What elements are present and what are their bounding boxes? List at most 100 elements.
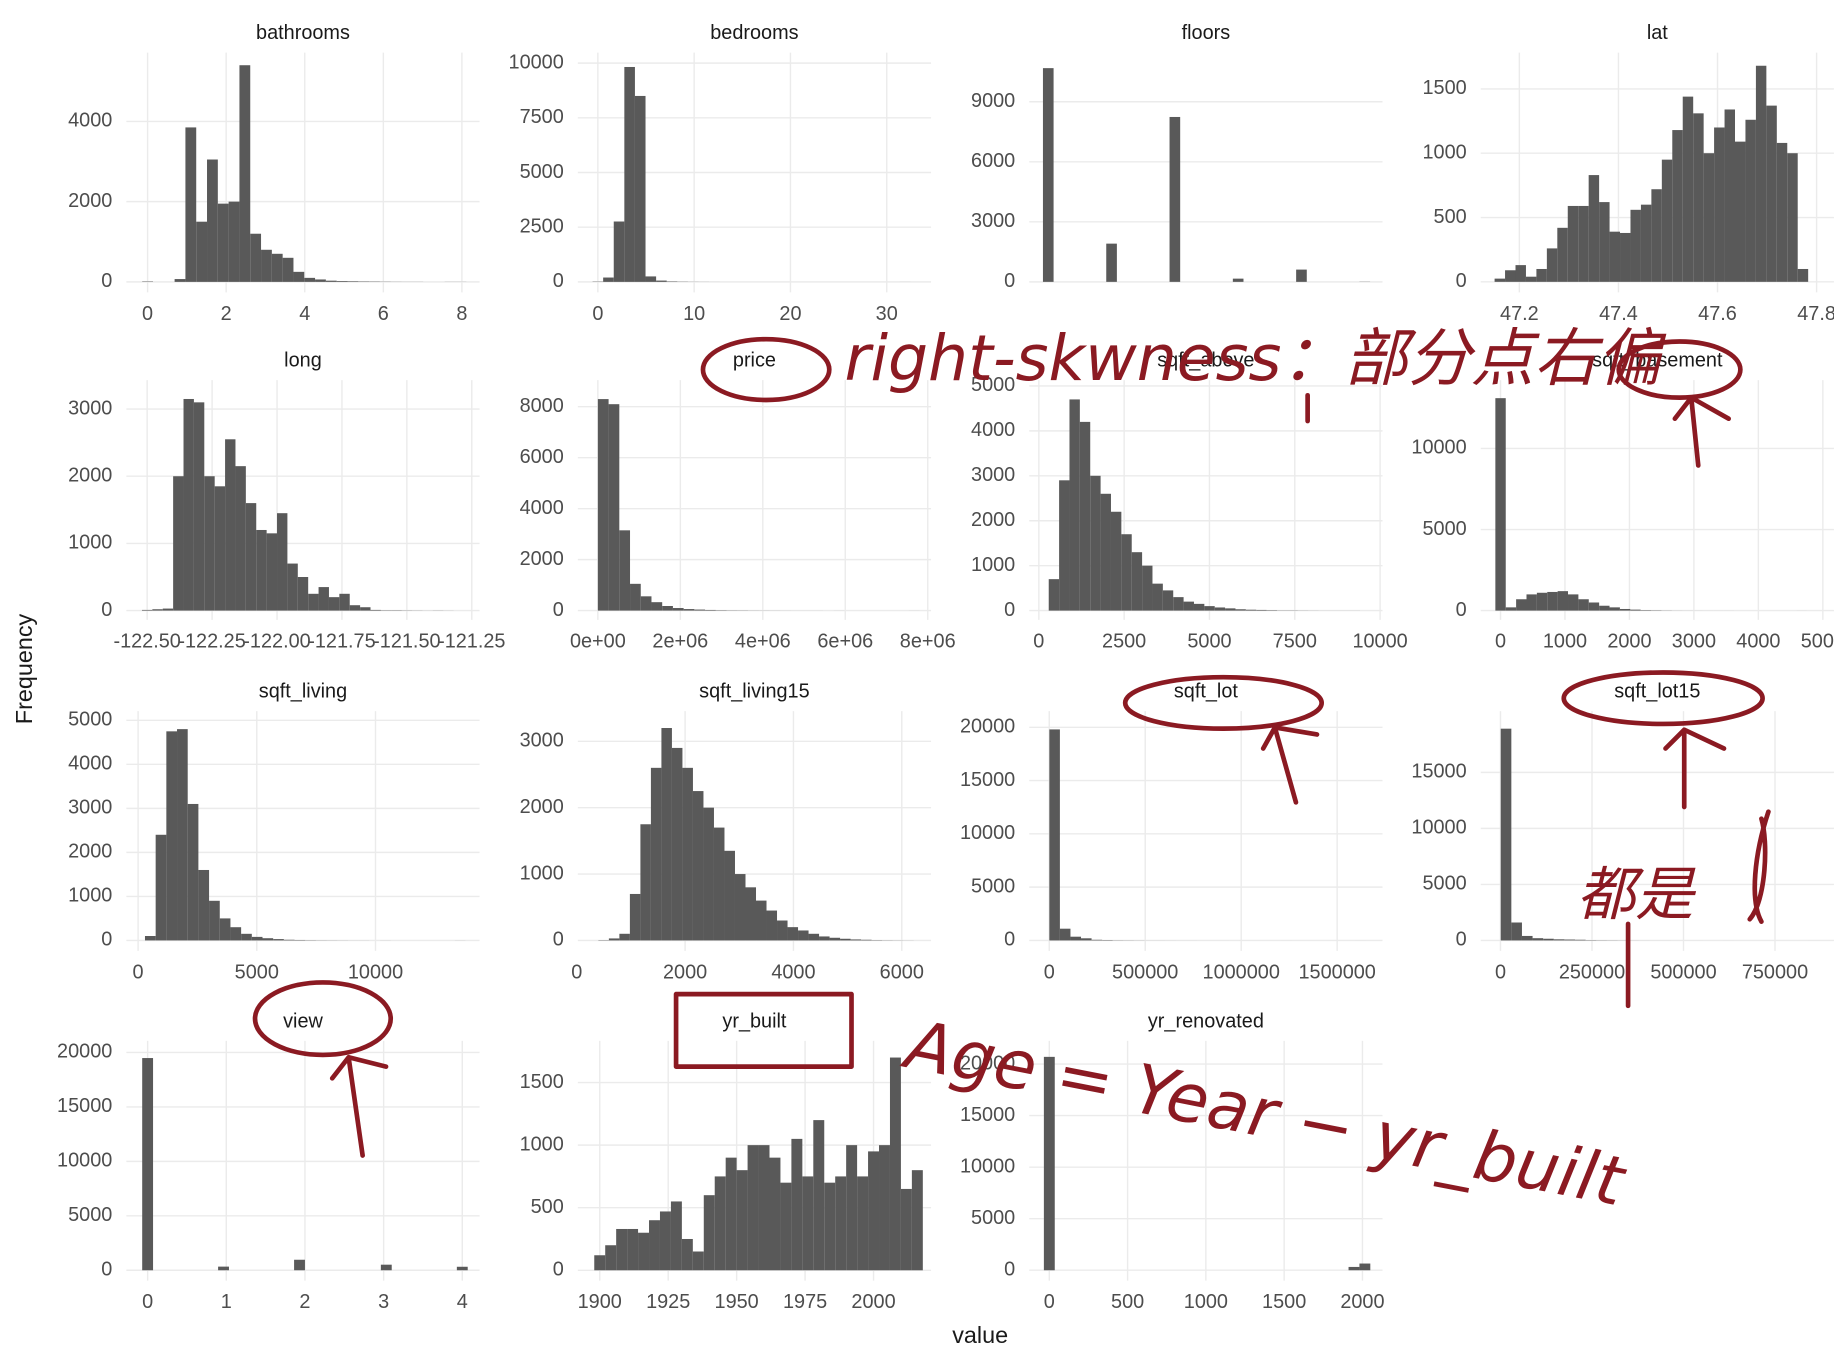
bar (209, 900, 220, 941)
bar (1214, 607, 1226, 611)
bar (889, 1057, 901, 1271)
bar (777, 920, 788, 941)
bar (713, 827, 725, 941)
bar (262, 938, 274, 941)
x-tick-label: 500000 (1650, 961, 1716, 983)
y-tick-label: 4000 (68, 110, 112, 132)
bar (1599, 605, 1610, 611)
bar (681, 1238, 693, 1271)
bar (672, 608, 684, 611)
bar (747, 1145, 759, 1271)
bar (900, 1188, 912, 1271)
y-tick-label: 0 (101, 599, 112, 621)
bar (174, 279, 186, 282)
x-tick-label: 0e+00 (570, 630, 626, 652)
ink-arrow (329, 1054, 389, 1158)
x-tick-label: 5000 (235, 961, 279, 983)
y-tick-label: 3000 (68, 397, 112, 419)
bar (1714, 127, 1725, 282)
bar (1735, 141, 1746, 282)
bar (1505, 270, 1516, 282)
bar (183, 398, 194, 611)
bar (769, 1157, 781, 1271)
y-tick-label: 6000 (520, 446, 564, 468)
bar (1183, 601, 1194, 611)
strip-title: sqft_above (1157, 350, 1254, 372)
bar (1049, 729, 1060, 941)
bar (239, 65, 251, 282)
y-tick-label: 3000 (68, 797, 112, 819)
facet: sqft_above 0 1000 2000 3000 4000 5000 0 2500 5000… (971, 350, 1408, 653)
bar (1059, 928, 1071, 941)
y-tick-label: 15000 (1411, 761, 1466, 783)
bar (142, 1058, 154, 1271)
bar (671, 747, 683, 941)
bar (745, 887, 757, 941)
x-tick-label: 6e+06 (817, 630, 873, 652)
x-tick-label: 4000 (1736, 630, 1780, 652)
bar (756, 900, 767, 941)
bar (1245, 609, 1257, 611)
bar (714, 1176, 726, 1271)
bar (277, 513, 288, 611)
facet: sqft_living 0 1000 2000 3000 4000 5000 0 5000 100… (68, 681, 480, 983)
bar (861, 939, 872, 941)
y-tick-label: 10000 (960, 822, 1015, 844)
bar (347, 281, 359, 282)
bar (634, 95, 646, 282)
bar (1232, 278, 1244, 282)
bar (1651, 189, 1662, 282)
x-tick-label: 4e+06 (735, 630, 791, 652)
x-tick-label: 47.8 (1797, 303, 1834, 325)
bar (1557, 591, 1569, 611)
bar (692, 1251, 704, 1271)
bar (683, 609, 695, 611)
ink-circle (1122, 674, 1325, 731)
bar (1661, 159, 1673, 282)
y-tick-label: 15000 (960, 1104, 1015, 1126)
bar (1515, 265, 1526, 282)
x-tick-label: 2500 (1102, 630, 1146, 652)
facet: sqft_lot15 0 5000 10000 15000 0 250000 500000 75… (1411, 681, 1834, 983)
bar (217, 203, 229, 282)
x-tick-label: 1925 (646, 1291, 690, 1313)
y-tick-label: 2000 (520, 796, 564, 818)
y-tick-label: 500 (531, 1196, 564, 1218)
y-tick-label: 10000 (1411, 437, 1466, 459)
bar (304, 277, 316, 282)
y-tick-label: 0 (1004, 1258, 1015, 1280)
bar (1162, 590, 1174, 611)
bar (791, 1138, 803, 1271)
y-tick-label: 2000 (68, 190, 112, 212)
bar (758, 1145, 770, 1271)
bar (251, 936, 263, 941)
x-tick-label: 8e+06 (900, 630, 956, 652)
y-tick-label: 5000 (1422, 873, 1466, 895)
bar (651, 602, 663, 611)
x-tick-label: -122.00 (243, 630, 310, 652)
ink-box (673, 991, 854, 1069)
y-tick-label: 7500 (520, 106, 564, 128)
bar (1495, 398, 1506, 611)
x-tick-label: 3 (378, 1291, 389, 1313)
bar (250, 233, 262, 282)
strip-title: bathrooms (256, 22, 350, 44)
x-tick-label: 1900 (578, 1291, 622, 1313)
x-tick-label: 0 (1495, 630, 1506, 652)
bar (608, 938, 620, 941)
bar (879, 1145, 890, 1271)
bar (261, 249, 272, 282)
bar (1682, 96, 1694, 282)
x-tick-label: 2 (221, 303, 232, 325)
bar (1543, 938, 1554, 941)
ink-arrow (1672, 395, 1732, 468)
bar (813, 1120, 825, 1271)
bar (1787, 153, 1798, 282)
bar (228, 201, 240, 282)
bar (1568, 594, 1579, 611)
bar (196, 221, 208, 282)
x-tick-label: 10 (683, 303, 705, 325)
bar (339, 593, 350, 611)
bar (1081, 938, 1092, 941)
bar (282, 257, 294, 282)
